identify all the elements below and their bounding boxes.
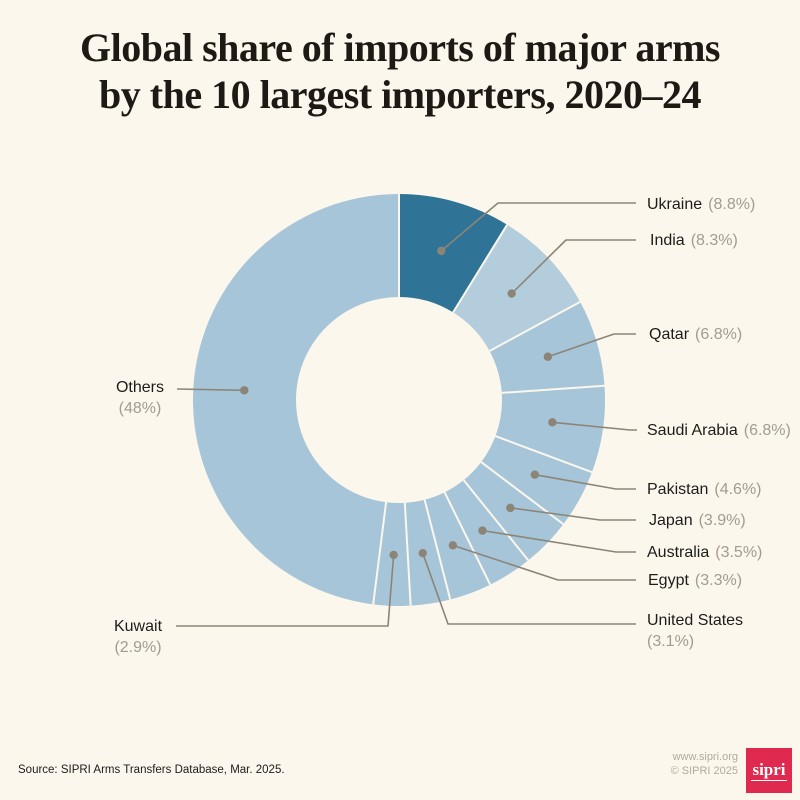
label-text: Ukraine (647, 196, 703, 213)
leader-dot-japan (506, 503, 515, 513)
slice-saudi-arabia (495, 385, 605, 473)
leader-dot-kuwait (389, 550, 398, 560)
slice-japan (463, 462, 564, 561)
slice-separator-line (501, 384, 605, 394)
label-pct: (3.5%) (715, 544, 763, 561)
slice-separator-line (443, 491, 492, 586)
leader-line-ukraine (440, 202, 636, 252)
label-pct: (3.3%) (694, 572, 743, 589)
chart-title-line2: by the 10 largest importers, 2020–24 (99, 72, 701, 117)
label-text: Pakistan (647, 481, 709, 498)
slice-label-pakistan: Pakistan (4.6%) (647, 479, 762, 500)
label-text: Others (115, 379, 164, 396)
slice-label-japan: Japan (3.9%) (649, 510, 746, 531)
label-text: Saudi Arabia (647, 422, 738, 439)
slice-label-kuwait: Kuwait (2.9%) (88, 616, 188, 658)
leader-dot-egypt (448, 541, 458, 550)
slice-united-states (404, 499, 451, 606)
leader-dot-australia (478, 526, 487, 535)
slice-separator-line (403, 502, 412, 606)
slice-label-ukraine: Ukraine (8.8%) (647, 194, 755, 215)
label-pct: (2.9%) (114, 639, 162, 656)
leader-line-pakistan (534, 473, 636, 490)
label-pct: (6.8%) (695, 326, 743, 343)
leader-line-australia (482, 529, 636, 553)
slice-egypt (424, 492, 491, 600)
label-pct: (3.1%) (647, 633, 695, 650)
slice-others (193, 194, 399, 605)
leader-dot-qatar (543, 352, 553, 361)
leader-line-united-states (422, 552, 636, 625)
leader-line-japan (510, 507, 636, 521)
footer-credits: www.sipri.org © SIPRI 2025 (671, 750, 738, 778)
slice-separator-line (423, 499, 452, 600)
slice-label-qatar: Qatar (6.8%) (649, 324, 742, 345)
slice-pakistan (481, 436, 592, 525)
slice-australia (444, 480, 529, 585)
leader-line-kuwait (176, 554, 395, 627)
leader-line-qatar (547, 333, 636, 358)
label-text: Australia (647, 544, 710, 561)
slice-label-india: India (8.3%) (650, 230, 738, 251)
slice-separator-line (495, 435, 593, 474)
label-pct: (8.8%) (708, 196, 756, 213)
slice-separator-line (372, 502, 388, 605)
slice-separator-line (462, 479, 530, 561)
label-pct: (3.9%) (698, 512, 746, 529)
label-text: India (650, 232, 685, 249)
label-text: United States (647, 612, 744, 629)
sipri-logo-text: sipri (751, 759, 787, 781)
slice-label-australia: Australia (3.5%) (647, 542, 762, 563)
slice-label-united-states: United States (3.1%) (647, 610, 743, 652)
slice-label-egypt: Egypt (3.3%) (648, 570, 742, 591)
slice-qatar (489, 301, 605, 393)
label-text: Qatar (649, 326, 690, 343)
leader-line-india (511, 239, 636, 295)
leader-line-others (176, 388, 245, 392)
label-text: Egypt (648, 572, 689, 589)
leader-dot-united-states (418, 548, 427, 558)
chart-title-line1: Global share of imports of major arms (80, 25, 720, 70)
label-text: Japan (649, 512, 693, 529)
slice-separator-line (489, 301, 581, 352)
copyright-notice: © SIPRI 2025 (670, 765, 738, 777)
leader-line-saudi-arabia (552, 421, 637, 431)
label-pct: (6.8%) (743, 422, 791, 439)
sipri-logo: sipri (746, 748, 792, 793)
leader-dot-india (507, 289, 516, 298)
leader-dot-saudi-arabia (548, 418, 557, 427)
label-pct: (48%) (118, 400, 162, 417)
slice-label-saudi-arabia: Saudi Arabia (6.8%) (647, 420, 791, 441)
page-title: Global share of imports of major arms by… (0, 24, 800, 118)
leader-dot-ukraine (437, 246, 446, 256)
website-url: www.sipri.org (672, 751, 738, 763)
label-text: Kuwait (113, 618, 163, 635)
label-pct: (8.3%) (690, 232, 738, 249)
slice-separator-line (452, 224, 509, 313)
label-pct: (4.6%) (714, 481, 762, 498)
slice-ukraine (399, 194, 508, 313)
leader-dot-pakistan (530, 470, 540, 479)
slice-label-others: Others (48%) (90, 377, 190, 419)
leader-dot-others (240, 386, 249, 395)
leader-line-egypt (452, 544, 636, 581)
source-note: Source: SIPRI Arms Transfers Database, M… (18, 764, 285, 776)
